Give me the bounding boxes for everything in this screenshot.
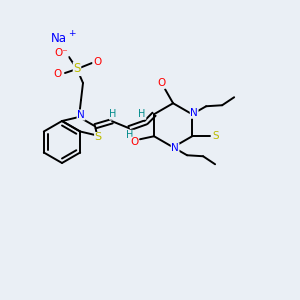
Text: O: O — [130, 137, 138, 147]
Text: N: N — [77, 110, 85, 120]
Text: H: H — [126, 130, 134, 140]
Text: O: O — [54, 69, 62, 79]
Text: N: N — [171, 143, 179, 153]
Text: +: + — [68, 29, 76, 38]
Text: S: S — [213, 131, 220, 141]
Text: H: H — [110, 109, 117, 119]
Text: Na: Na — [51, 32, 67, 46]
Text: S: S — [73, 62, 81, 76]
Text: O: O — [93, 57, 101, 67]
Text: O: O — [157, 78, 165, 88]
Text: N: N — [190, 108, 198, 118]
Text: S: S — [94, 133, 102, 142]
Text: O⁻: O⁻ — [54, 48, 68, 58]
Text: H: H — [138, 109, 146, 119]
